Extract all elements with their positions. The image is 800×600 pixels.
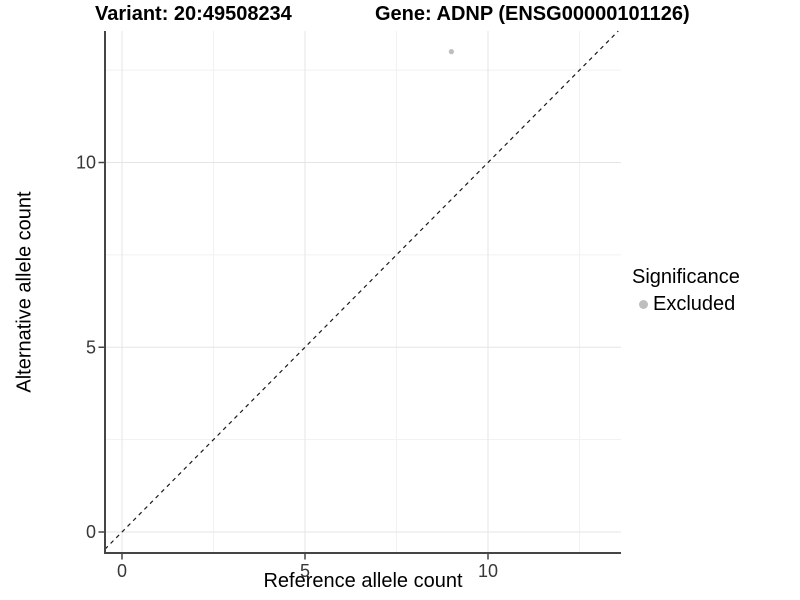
legend-entry-label: Excluded (653, 293, 736, 315)
y-tick-label: 5 (86, 337, 96, 357)
data-point (448, 49, 454, 55)
identity-reference-line (104, 30, 619, 550)
y-tick-label: 0 (86, 522, 96, 542)
plot-title-gene: Gene: ADNP (ENSG00000101126) (375, 3, 690, 25)
legend-entry-excluded: Excluded (632, 293, 740, 316)
x-tick-label: 10 (478, 561, 498, 581)
plot-title-variant: Variant: 20:49508234 (95, 3, 292, 25)
x-tick-label: 5 (300, 561, 310, 581)
x-axis-title: Reference allele count (263, 570, 463, 592)
legend-title: Significance (632, 266, 740, 288)
x-tick-label: 0 (117, 561, 127, 581)
y-tick-label: 10 (76, 153, 96, 173)
y-axis-title: Alternative allele count (13, 191, 36, 393)
legend-point-icon (639, 300, 648, 309)
legend: Significance Excluded (632, 266, 740, 316)
